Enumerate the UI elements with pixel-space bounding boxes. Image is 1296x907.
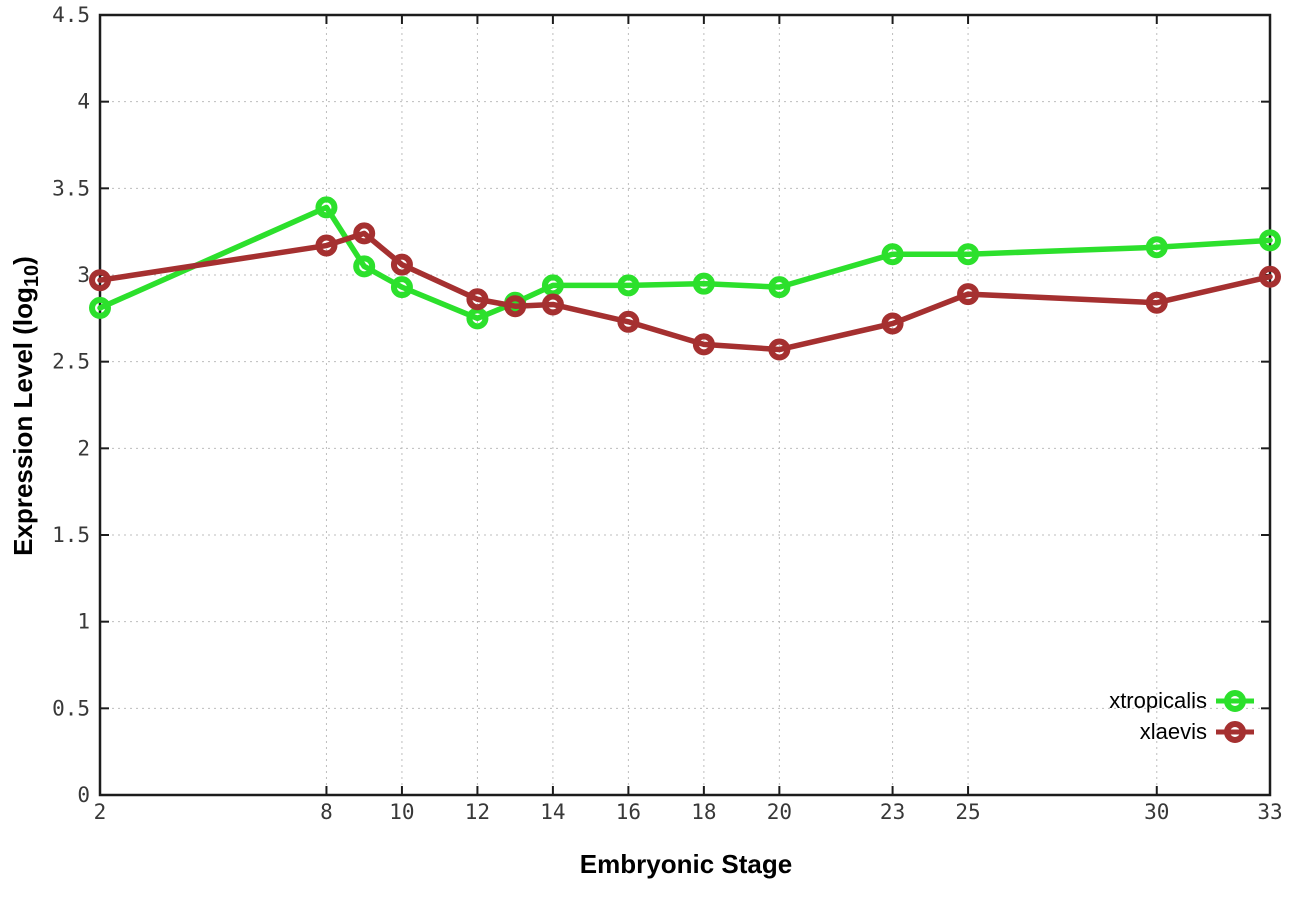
- data-point-xlaevis: [315, 234, 338, 257]
- data-point-xtropicalis: [541, 274, 564, 297]
- y-tick-label: 1.5: [52, 523, 90, 547]
- data-point-xtropicalis: [1145, 236, 1168, 259]
- legend-entry-xlaevis: xlaevis: [1140, 718, 1254, 745]
- data-point-xtropicalis: [617, 274, 640, 297]
- data-point-xlaevis: [957, 283, 980, 306]
- x-tick-label: 30: [1144, 800, 1169, 824]
- data-point-xlaevis: [1259, 265, 1281, 288]
- x-tick-label: 23: [880, 800, 905, 824]
- x-tick-label: 8: [320, 800, 333, 824]
- data-point-xtropicalis: [1259, 229, 1281, 252]
- data-point-xtropicalis: [466, 307, 489, 330]
- legend-point-sample: [1224, 689, 1246, 712]
- data-point-xtropicalis: [768, 276, 791, 299]
- y-tick-label: 3: [77, 263, 90, 287]
- data-point-xlaevis: [617, 310, 640, 333]
- x-tick-label: 20: [767, 800, 792, 824]
- y-tick-label: 4: [77, 90, 90, 114]
- legend-label-xtropicalis: xtropicalis: [1109, 687, 1207, 713]
- data-point-xtropicalis: [957, 243, 980, 266]
- data-point-xlaevis: [881, 312, 904, 335]
- legend-marker-xtropicalis: [1216, 689, 1254, 713]
- y-axis-title-suffix: ): [8, 256, 38, 265]
- data-point-xlaevis: [768, 338, 791, 361]
- y-tick-label: 4.5: [52, 3, 90, 27]
- y-axis-title-subscript: 10: [21, 264, 44, 288]
- y-tick-label: 1: [77, 610, 90, 634]
- y-tick-label: 2: [77, 436, 90, 460]
- x-tick-label: 14: [540, 800, 565, 824]
- legend-label-xlaevis: xlaevis: [1139, 718, 1207, 744]
- plot-border: [98, 13, 1272, 797]
- data-point-xtropicalis: [692, 272, 715, 295]
- x-tick-label: 10: [389, 800, 414, 824]
- data-point-xtropicalis: [89, 296, 111, 319]
- data-point-xlaevis: [541, 293, 564, 316]
- y-tick-label: 0: [77, 783, 90, 807]
- legend-entry-xtropicalis: xtropicalis: [1109, 687, 1254, 714]
- data-point-xlaevis: [466, 288, 489, 311]
- y-tick-label: 0.5: [52, 696, 90, 720]
- x-tick-label: 16: [616, 800, 641, 824]
- x-tick-label: 2: [94, 800, 107, 824]
- legend-point-sample: [1224, 720, 1246, 743]
- data-point-xlaevis: [692, 333, 715, 356]
- y-tick-label: 2.5: [52, 350, 90, 374]
- data-point-xlaevis: [353, 222, 376, 245]
- legend: xtropicalis xlaevis: [1109, 687, 1254, 749]
- x-tick-label: 25: [955, 800, 980, 824]
- y-axis-title: Expression Level (log10): [8, 16, 44, 796]
- legend-marker-xlaevis: [1216, 720, 1254, 744]
- data-point-xtropicalis: [315, 196, 338, 219]
- x-axis-title: Embryonic Stage: [579, 849, 793, 879]
- data-point-xtropicalis: [390, 276, 413, 299]
- data-point-xtropicalis: [353, 255, 376, 278]
- data-point-xlaevis: [504, 295, 527, 318]
- y-axis-title-text: Expression Level (log: [8, 287, 38, 556]
- x-tick-label: 18: [691, 800, 716, 824]
- y-tick-label: 3.5: [52, 176, 90, 200]
- x-tick-label: 33: [1257, 800, 1282, 824]
- data-point-xlaevis: [390, 253, 413, 276]
- data-point-xlaevis: [89, 269, 111, 292]
- data-point-xtropicalis: [881, 243, 904, 266]
- data-point-xlaevis: [1145, 291, 1168, 314]
- x-tick-label: 12: [465, 800, 490, 824]
